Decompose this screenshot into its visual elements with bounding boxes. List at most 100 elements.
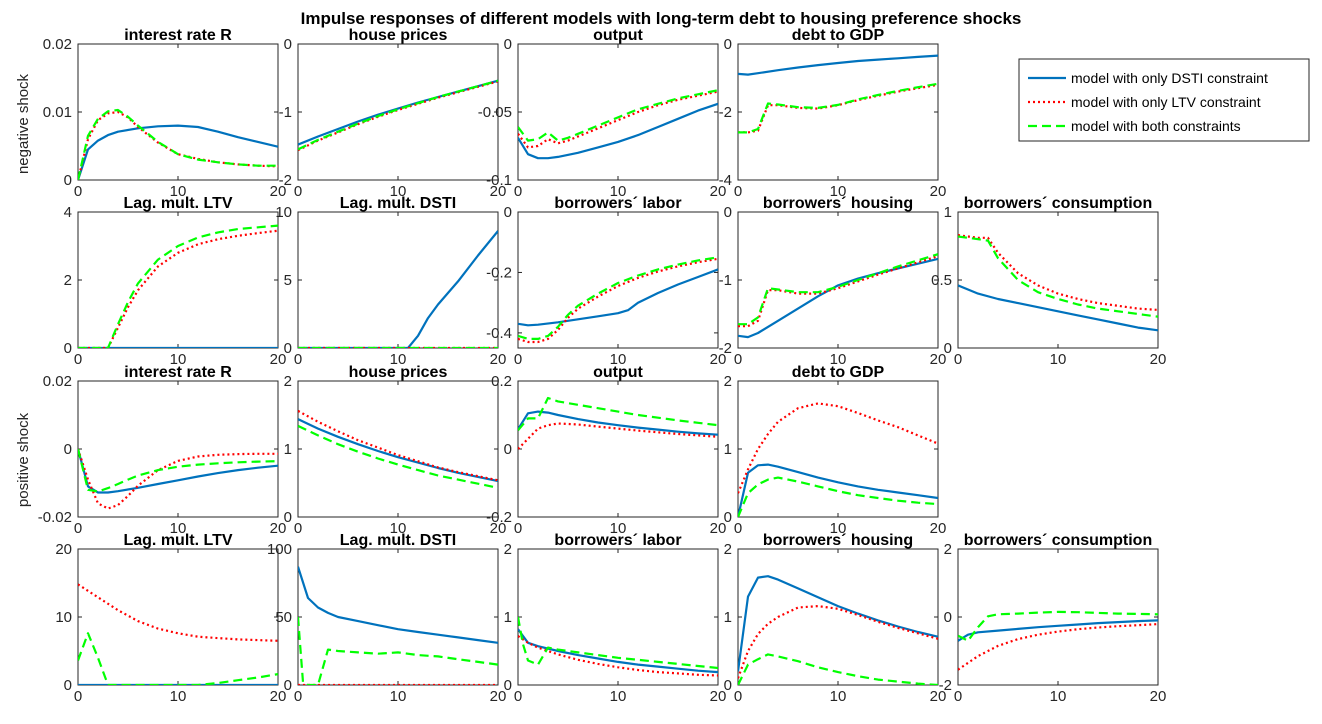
y-tick-label: 0 (504, 677, 512, 694)
series-line-dsti (738, 463, 938, 517)
subplot-title: borrowers´ housing (763, 532, 913, 549)
series-line-dsti (958, 284, 1158, 332)
y-tick-label: -2 (939, 677, 952, 694)
x-tick-label: 10 (390, 520, 407, 537)
subplot-title: debt to GDP (792, 364, 885, 381)
x-tick-label: 0 (734, 351, 742, 368)
x-tick-label: 10 (170, 688, 187, 705)
series-line-ltv (958, 234, 1158, 311)
series-line-both (958, 235, 1158, 318)
series-line-both (298, 616, 498, 685)
subplot-title: interest rate R (124, 27, 232, 44)
y-tick-label: 0 (504, 204, 512, 221)
y-tick-label: 0 (284, 509, 292, 526)
series-line-dsti (738, 54, 938, 76)
subplot-title: borrowers´ labor (554, 532, 681, 549)
y-tick-label: 0 (724, 509, 732, 526)
series-line-both (298, 424, 498, 489)
x-tick-label: 20 (930, 520, 947, 537)
series-group (738, 575, 938, 685)
y-tick-label: 0 (504, 36, 512, 53)
series-line-both (78, 224, 278, 348)
x-tick-label: 20 (270, 688, 287, 705)
y-tick-label: 2 (944, 541, 952, 558)
x-tick-label: 0 (734, 688, 742, 705)
legend: model with only DSTI constraint model wi… (1018, 58, 1310, 142)
y-tick-label: -1 (719, 272, 732, 289)
x-tick-label: 10 (390, 183, 407, 200)
plot-area (297, 43, 499, 181)
x-tick-label: 10 (830, 351, 847, 368)
series-line-dsti (298, 79, 498, 146)
series-line-ltv (78, 229, 278, 348)
x-tick-label: 10 (170, 351, 187, 368)
plot-area (297, 548, 499, 686)
series-group (958, 234, 1158, 332)
y-tick-label: -2 (279, 172, 292, 189)
x-tick-label: 20 (270, 183, 287, 200)
series-line-dsti (738, 575, 938, 672)
series-group (78, 108, 278, 180)
x-tick-label: 0 (514, 351, 522, 368)
y-tick-label: -1 (279, 104, 292, 121)
subplot-title: house prices (349, 364, 448, 381)
y-tick-label: 0.5 (931, 272, 952, 289)
x-tick-label: 20 (1150, 351, 1167, 368)
row-label-positive: positive shock (15, 412, 32, 507)
series-line-ltv (78, 110, 278, 180)
y-tick-label: 0 (284, 677, 292, 694)
y-tick-label: 0 (944, 609, 952, 626)
plot-area (957, 211, 1159, 349)
plot-area (77, 548, 279, 686)
plot-area (297, 211, 499, 349)
y-tick-label: 1 (724, 441, 732, 458)
y-tick-label: 2 (284, 373, 292, 390)
y-tick-label: 2 (724, 541, 732, 558)
y-tick-label: 0 (284, 340, 292, 357)
x-tick-label: 0 (514, 688, 522, 705)
x-tick-label: 10 (610, 688, 627, 705)
x-tick-label: 0 (294, 688, 302, 705)
y-tick-label: -2 (719, 104, 732, 121)
x-tick-label: 0 (954, 688, 962, 705)
subplot-2-1: 0 10 20 0 1 2 house prices (284, 364, 507, 537)
x-tick-label: 0 (74, 351, 82, 368)
x-tick-label: 10 (830, 183, 847, 200)
series-line-both (298, 79, 498, 151)
series-group (298, 566, 498, 685)
y-tick-label: 0 (64, 172, 72, 189)
subplot-0-3: 0 10 20 -4 -2 0 debt to GDP (719, 27, 947, 200)
y-tick-label: 0 (504, 441, 512, 458)
series-line-dsti (518, 268, 718, 327)
y-tick-label: 0.01 (43, 104, 72, 121)
series-line-both (518, 89, 718, 142)
y-tick-label: 0 (724, 36, 732, 53)
x-tick-label: 10 (1050, 688, 1067, 705)
y-tick-label: 0 (64, 441, 72, 458)
subplot-title: borrowers´ labor (554, 195, 681, 212)
series-line-dsti (78, 124, 278, 180)
series-group (958, 610, 1158, 671)
x-tick-label: 10 (170, 183, 187, 200)
x-tick-label: 10 (830, 520, 847, 537)
series-group (738, 402, 938, 517)
y-tick-label: 50 (275, 609, 292, 626)
y-tick-label: 4 (64, 204, 72, 221)
legend-label-dsti: model with only DSTI constraint (1071, 70, 1268, 86)
x-tick-label: 20 (710, 688, 727, 705)
y-tick-label: 0 (944, 340, 952, 357)
series-group (738, 54, 938, 134)
series-line-ltv (518, 90, 718, 149)
y-tick-label: -0.4 (486, 325, 512, 342)
x-tick-label: 20 (490, 183, 507, 200)
series-line-ltv (738, 604, 938, 679)
y-tick-label: 10 (55, 609, 72, 626)
series-line-both (958, 610, 1158, 642)
subplot-1-1: 0 10 20 0 5 10 Lag. mult. DSTI (275, 195, 506, 368)
series-line-both (78, 448, 278, 493)
